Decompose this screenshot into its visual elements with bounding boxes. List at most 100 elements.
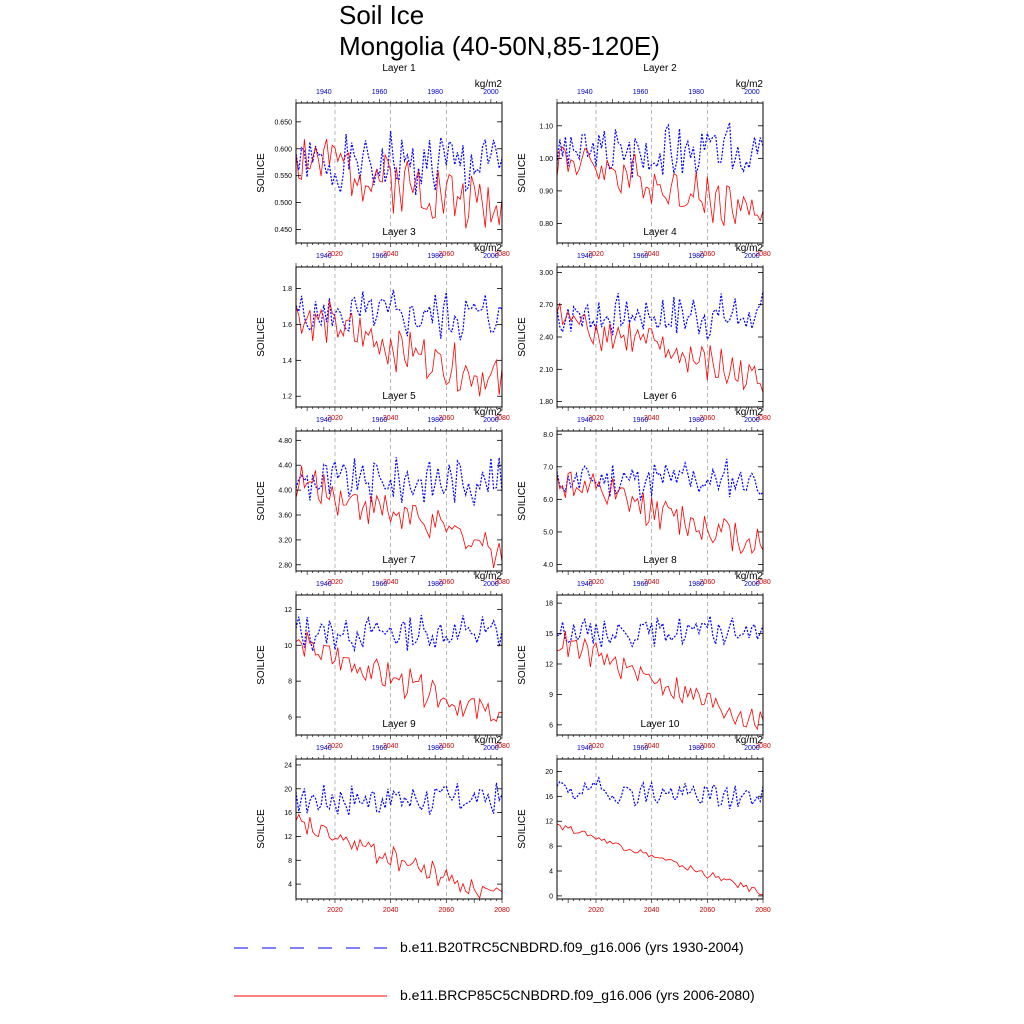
- x-tick-label-top: 1940: [316, 745, 332, 752]
- x-tick-label-top: 1980: [688, 581, 704, 588]
- x-tick-label-top: 1980: [688, 745, 704, 752]
- legend-item-future: b.e11.BRCP85C5CNBDRD.f09_g16.006 (yrs 20…: [232, 984, 832, 1008]
- y-tick-label: 16: [284, 810, 292, 817]
- x-tick-label-bottom: 2020: [327, 743, 343, 750]
- panel-title: Layer 8: [643, 555, 677, 566]
- y-tick-label: 7.0: [543, 464, 553, 471]
- x-tick-label-top: 2000: [483, 253, 499, 260]
- panel-8: Layer 8 kg/m2 SOILICE 6 9 12 15 18 2020 2040 2060 2…: [517, 555, 771, 750]
- title-line-1: Soil Ice: [339, 0, 425, 30]
- y-tick-label: 0.550: [274, 173, 292, 180]
- panel-9: Layer 9 kg/m2 SOILICE 4 8 12 16 20 24 2020 2040 206…: [256, 719, 510, 914]
- series-line-historical: [556, 775, 764, 810]
- panel-3: Layer 3 kg/m2 SOILICE 1.2 1.4 1.6 1.8 2020 2040 2…: [256, 227, 510, 422]
- x-tick-label-top: 2000: [483, 89, 499, 96]
- x-tick-label-bottom: 2040: [383, 907, 399, 914]
- unit-label: kg/m2: [475, 571, 503, 582]
- series-line-future: [295, 813, 503, 899]
- x-tick-label-bottom: 2060: [439, 251, 455, 258]
- y-axis-label: SOILICE: [256, 153, 267, 193]
- x-tick-label-top: 1960: [633, 89, 649, 96]
- legend-label-historical: b.e11.B20TRC5CNBDRD.f09_g16.006 (yrs 193…: [400, 939, 744, 955]
- x-tick-label-top: 2000: [483, 745, 499, 752]
- panel-title: Layer 2: [643, 63, 677, 74]
- x-tick-label-top: 1960: [372, 253, 388, 260]
- y-tick-label: 0.80: [539, 221, 553, 228]
- unit-label: kg/m2: [475, 79, 503, 90]
- series-line-future: [556, 471, 764, 555]
- y-tick-label: 0: [549, 893, 553, 900]
- x-tick-label-bottom: 2020: [327, 251, 343, 258]
- series-line-future: [556, 302, 764, 393]
- x-tick-label-top: 2000: [483, 417, 499, 424]
- series-line-historical: [556, 458, 764, 501]
- x-tick-label-top: 1960: [372, 89, 388, 96]
- unit-label: kg/m2: [736, 79, 764, 90]
- y-tick-label: 9: [549, 692, 553, 699]
- x-tick-label-bottom: 2020: [588, 907, 604, 914]
- x-tick-label-top: 1980: [688, 417, 704, 424]
- panel-4: Layer 4 kg/m2 SOILICE 1.80 2.10 2.40 2.70 3.00 2…: [517, 227, 771, 422]
- y-tick-label: 24: [284, 762, 292, 769]
- legend-line-historical: [234, 947, 387, 949]
- y-tick-label: 5.0: [543, 529, 553, 536]
- unit-label: kg/m2: [736, 735, 764, 746]
- title-line-2: Mongolia (40-50N,85-120E): [339, 31, 660, 61]
- y-tick-label: 6.0: [543, 497, 553, 504]
- series-line-historical: [556, 122, 764, 179]
- plot-frame: [295, 758, 503, 900]
- x-tick-label-bottom: 2080: [494, 743, 510, 750]
- series-line-historical: [295, 130, 503, 196]
- y-tick-label: 2.40: [539, 335, 553, 342]
- x-tick-label-bottom: 2020: [327, 579, 343, 586]
- y-tick-label: 10: [284, 643, 292, 650]
- y-tick-label: 2.70: [539, 302, 553, 309]
- y-tick-label: 12: [284, 607, 292, 614]
- series-line-historical: [556, 290, 764, 342]
- y-tick-label: 0.650: [274, 119, 292, 126]
- x-tick-label-bottom: 2020: [588, 251, 604, 258]
- x-tick-label-bottom: 2020: [327, 907, 343, 914]
- x-tick-label-bottom: 2020: [327, 415, 343, 422]
- x-tick-label-bottom: 2060: [439, 579, 455, 586]
- x-tick-label-bottom: 2060: [439, 743, 455, 750]
- panel-6: Layer 6 kg/m2 SOILICE 4.0 5.0 6.0 7.0 8.0 2020 20…: [517, 391, 771, 586]
- x-tick-label-top: 1960: [372, 417, 388, 424]
- x-tick-label-top: 1940: [316, 253, 332, 260]
- unit-label: kg/m2: [475, 407, 503, 418]
- legend-item-historical: b.e11.B20TRC5CNBDRD.f09_g16.006 (yrs 193…: [232, 936, 832, 960]
- panel-title: Layer 3: [382, 227, 416, 238]
- y-tick-label: 4.80: [278, 438, 292, 445]
- x-tick-label-bottom: 2020: [588, 579, 604, 586]
- x-tick-label-top: 1960: [633, 745, 649, 752]
- y-axis-label: SOILICE: [256, 481, 267, 521]
- x-tick-label-bottom: 2080: [494, 579, 510, 586]
- panel-title: Layer 5: [382, 391, 416, 402]
- x-tick-label-top: 2000: [744, 417, 760, 424]
- series-line-historical: [295, 289, 503, 341]
- series-line-historical: [295, 457, 503, 506]
- plot-frame: [556, 758, 764, 900]
- x-tick-label-top: 2000: [744, 745, 760, 752]
- panel-2: Layer 2 kg/m2 SOILICE 0.80 0.90 1.00 1.10 2020 2…: [517, 63, 771, 258]
- y-tick-label: 4.00: [278, 488, 292, 495]
- y-tick-label: 16: [545, 794, 553, 801]
- x-tick-label-bottom: 2040: [644, 907, 660, 914]
- y-tick-label: 1.4: [282, 358, 292, 365]
- figure-title: Soil Ice Mongolia (40-50N,85-120E): [339, 0, 660, 62]
- x-tick-label-bottom: 2080: [755, 907, 771, 914]
- unit-label: kg/m2: [736, 407, 764, 418]
- y-tick-label: 6: [549, 722, 553, 729]
- y-tick-label: 4: [549, 869, 553, 876]
- y-axis-label: SOILICE: [256, 645, 267, 685]
- x-tick-label-top: 1960: [372, 745, 388, 752]
- x-tick-label-top: 1980: [427, 417, 443, 424]
- x-tick-label-top: 1940: [577, 417, 593, 424]
- x-tick-label-bottom: 2060: [700, 251, 716, 258]
- series-line-future: [295, 631, 503, 722]
- y-tick-label: 20: [284, 786, 292, 793]
- y-tick-label: 8: [549, 844, 553, 851]
- panel-5: Layer 5 kg/m2 SOILICE 2.80 3.20 3.60 4.00 4.40 4…: [256, 391, 510, 586]
- panel-title: Layer 1: [382, 63, 416, 74]
- x-tick-label-bottom: 2080: [494, 415, 510, 422]
